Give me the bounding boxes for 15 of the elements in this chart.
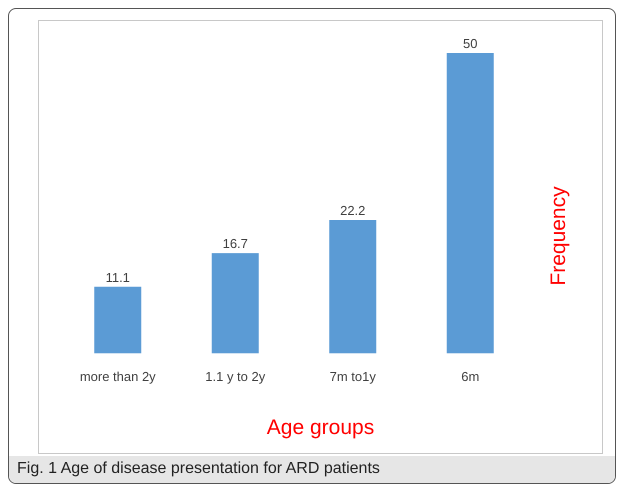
x-tick-label: 6m xyxy=(461,368,480,384)
bar xyxy=(212,253,259,354)
x-tick-label: 7m to1y xyxy=(330,368,376,384)
data-label: 22.2 xyxy=(340,203,366,218)
bar xyxy=(446,53,494,354)
data-label: 11.1 xyxy=(106,270,130,285)
bar xyxy=(94,286,142,354)
data-label: 50 xyxy=(463,36,478,52)
bar xyxy=(329,220,376,354)
x-tick-label: more than 2y xyxy=(80,368,156,384)
y-axis-title: Frequency xyxy=(547,186,571,286)
x-axis-title: Age groups xyxy=(266,416,376,440)
data-label: 16.7 xyxy=(222,236,248,252)
caption: Fig. 1 Age of disease presentation for ARD patients xyxy=(17,460,380,478)
x-tick-label: 1.1 y to 2y xyxy=(205,368,266,384)
